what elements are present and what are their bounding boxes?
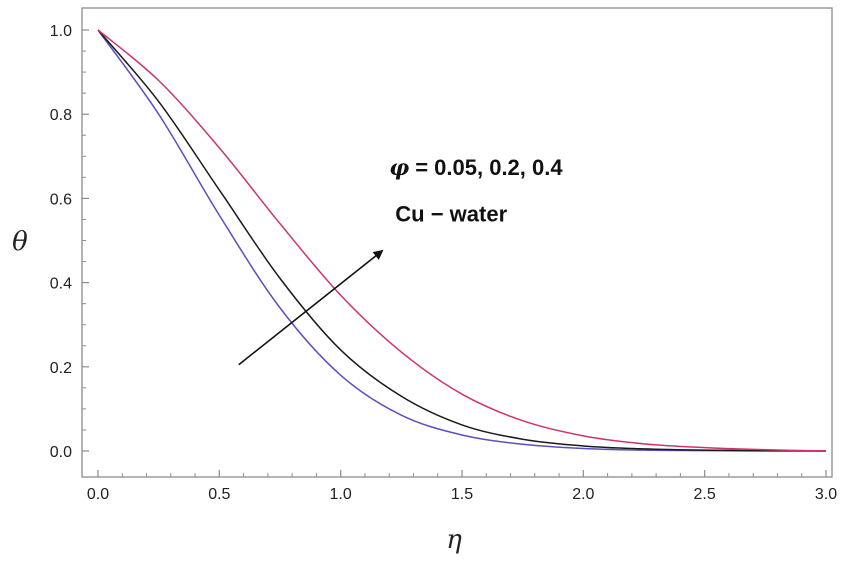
x-tick-label: 1.0 xyxy=(330,486,352,503)
y-tick-label: 0.6 xyxy=(50,191,72,208)
x-axis-label: η xyxy=(446,525,462,555)
phi-symbol: φ xyxy=(389,155,409,181)
x-tick-label: 2.5 xyxy=(694,486,716,503)
axis-ticks xyxy=(82,29,827,477)
phi-values: = 0.05, 0.2, 0.4 xyxy=(409,155,563,180)
y-tick-label: 0.0 xyxy=(50,444,72,461)
series-line-2 xyxy=(97,29,827,452)
tick-labels: 0.0 0.5 1.0 1.5 2.0 2.5 3.0 0.0 0.2 0.4 0.6 0.8 1.0 xyxy=(50,23,837,503)
series-group xyxy=(97,29,827,452)
series-line-3 xyxy=(97,29,827,452)
y-axis-label: θ xyxy=(12,227,28,257)
x-tick-label: 0.0 xyxy=(87,486,109,503)
annotation-phi-values: φ = 0.05, 0.2, 0.4 xyxy=(389,155,563,181)
x-tick-label: 0.5 xyxy=(208,486,230,503)
plot-frame xyxy=(81,7,833,478)
y-tick-label: 0.4 xyxy=(50,276,72,293)
x-tick-label: 3.0 xyxy=(815,486,837,503)
x-tick-label: 1.5 xyxy=(451,486,473,503)
y-tick-label: 1.0 xyxy=(50,23,72,40)
y-tick-label: 0.2 xyxy=(50,360,72,377)
annotation-fluid: Cu − water xyxy=(395,202,507,227)
trend-arrow xyxy=(238,249,384,366)
x-tick-label: 2.0 xyxy=(572,486,594,503)
y-tick-label: 0.8 xyxy=(50,107,72,124)
